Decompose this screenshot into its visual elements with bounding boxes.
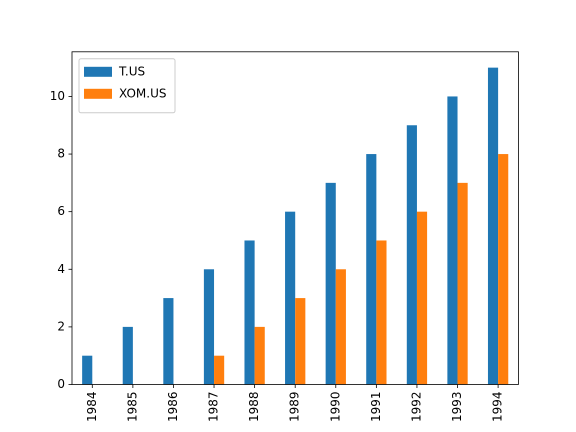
y-tick-label: 8 [57,147,65,161]
y-tick-label: 6 [57,204,65,218]
x-tick-label: 1988 [247,392,261,423]
bar [335,269,346,385]
bar [447,96,458,385]
y-tick-label: 4 [57,262,65,276]
x-tick-label: 1986 [166,392,180,423]
bar [163,298,174,385]
plot-frame [71,51,519,385]
bar [285,211,296,385]
bar [366,154,377,385]
legend-label: T.US [118,64,145,78]
bar [244,240,255,385]
legend-swatch [84,88,112,99]
x-tick-label: 1987 [207,392,221,423]
x-tick-label: 1989 [288,392,302,423]
x-tick-label: 1985 [125,392,139,423]
x-tick-label: 1993 [450,392,464,423]
x-tick-label: 1984 [85,392,99,423]
bar [406,125,417,385]
y-tick-label: 0 [57,377,65,391]
bar [416,211,428,385]
bar [376,240,387,385]
bar [325,182,336,385]
bar [254,326,265,385]
x-tick-label: 1992 [409,392,423,423]
legend-swatch [84,66,112,77]
bar [122,326,133,385]
legend: T.US XOM.US [78,58,176,114]
bar [498,154,509,385]
legend-label: XOM.US [119,86,166,100]
bar [457,182,468,385]
bar [203,269,215,385]
y-tick-label: 10 [50,89,65,103]
bar [295,298,306,385]
x-tick-label: 1991 [369,392,383,423]
x-tick-label: 1990 [328,392,342,423]
bar [82,355,93,385]
x-tick-label: 1994 [491,392,505,423]
y-tick-label: 2 [57,319,65,333]
bar [487,67,499,385]
bar [214,355,225,385]
